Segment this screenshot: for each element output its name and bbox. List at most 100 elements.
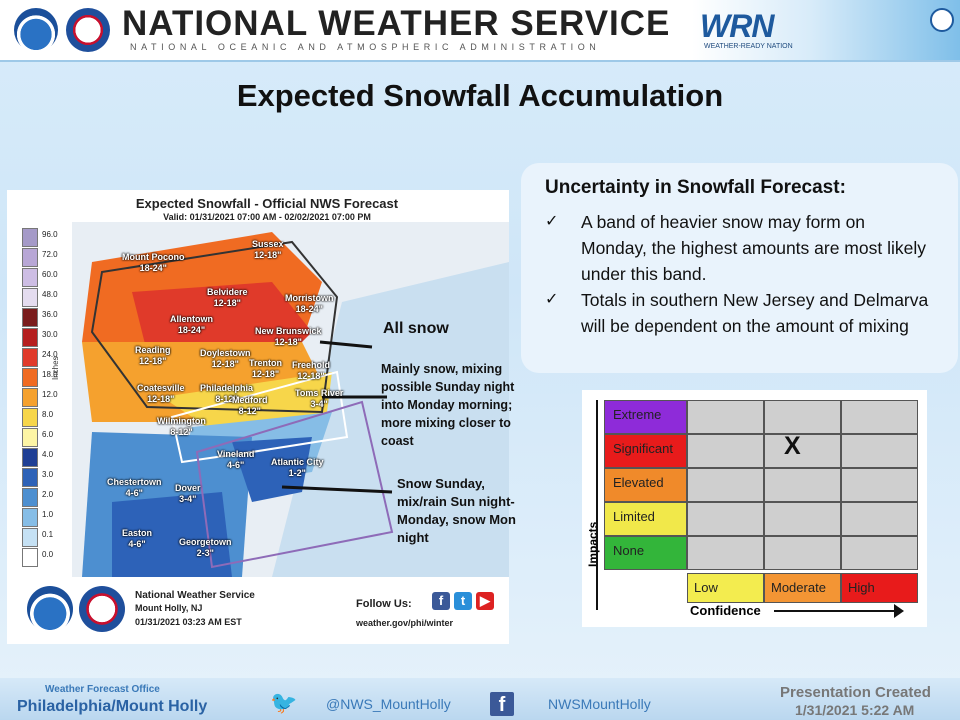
page-title: Expected Snowfall Accumulation — [236, 78, 724, 113]
legend-swatch — [22, 508, 38, 527]
legend-swatch — [22, 428, 38, 447]
wfo-label: Weather Forecast Office — [45, 684, 160, 695]
city-reading: Reading 12-18" — [135, 345, 171, 366]
map-valid-period: Valid: 01/31/2021 07:00 AM - 02/02/2021 … — [163, 212, 371, 222]
legend-label: 0.1 — [42, 530, 54, 539]
footer-office: National Weather Service — [135, 590, 255, 601]
twitter-icon[interactable]: t — [454, 592, 472, 610]
city-freehold: Freehold 12-18" — [292, 360, 331, 381]
agency-title: NATIONAL WEATHER SERVICE — [122, 4, 671, 43]
city-coatesville: Coatesville 12-18" — [137, 383, 185, 404]
city-morristown: Morristown 18-24" — [285, 293, 334, 314]
legend-swatch — [22, 488, 38, 507]
wrn-logo: WRN — [700, 8, 774, 44]
city-easton: Easton 4-6" — [122, 528, 153, 549]
legend-swatch — [22, 448, 38, 467]
risk-matrix: Extreme Significant Elevated Limited None Low… — [582, 390, 927, 627]
impact-level-elevated: Elevated — [604, 468, 687, 502]
footer-location: Mount Holly, NJ — [135, 603, 203, 613]
impacts-axis-line — [596, 400, 598, 610]
legend-swatch — [22, 288, 38, 307]
uncertainty-title: Uncertainty in Snowfall Forecast: — [545, 177, 846, 198]
confidence-axis-label: Confidence — [690, 603, 761, 618]
impact-level-significant: Significant — [604, 434, 687, 468]
legend-swatch — [22, 248, 38, 267]
city-allentown: Allentown 18-24" — [170, 314, 213, 335]
wrn-subtitle: WEATHER-READY NATION — [704, 43, 793, 50]
uncertainty-box: Uncertainty in Snowfall Forecast: ✓ A ba… — [521, 163, 958, 373]
twitter-icon[interactable]: 🐦 — [270, 690, 298, 715]
wfo-name: Philadelphia/Mount Holly — [17, 698, 208, 715]
matrix-cell — [687, 400, 764, 434]
legend-swatch — [22, 228, 38, 247]
agency-subtitle: NATIONAL OCEANIC AND ATMOSPHERIC ADMINIS… — [130, 42, 601, 52]
legend-swatch — [22, 388, 38, 407]
snowfall-map — [72, 222, 509, 577]
legend-label: 0.0 — [42, 550, 54, 559]
city-vineland: Vineland 4-6" — [217, 449, 255, 470]
legend-label: 48.0 — [42, 290, 58, 299]
confidence-level-high: High — [841, 573, 918, 603]
facebook-icon[interactable]: f — [432, 592, 450, 610]
confidence-level-low: Low — [687, 573, 764, 603]
wrn-panel: WRN WEATHER-READY NATION — [692, 0, 960, 60]
legend-label: 8.0 — [42, 410, 54, 419]
city-wilmington: Wilmington 8-12" — [157, 416, 206, 437]
city-belvidere: Belvidere 12-18" — [207, 287, 248, 308]
matrix-cell — [841, 536, 918, 570]
legend-label: 30.0 — [42, 330, 58, 339]
map-footer: National Weather Service Mount Holly, NJ… — [7, 578, 509, 644]
city-trenton: Trenton 12-18" — [249, 358, 282, 379]
presentation-date: 1/31/2021 5:22 AM — [795, 702, 915, 718]
city-mount-pocono: Mount Pocono 18-24" — [122, 252, 185, 273]
legend-label: 12.0 — [42, 390, 58, 399]
city-medford: Medford 8-12" — [232, 395, 268, 416]
facebook-icon[interactable]: f — [490, 692, 514, 716]
arrowhead-icon — [894, 604, 904, 618]
legend-label: 3.0 — [42, 470, 54, 479]
doc-seal-icon — [930, 8, 954, 32]
map-title: Expected Snowfall - Official NWS Forecas… — [135, 196, 399, 211]
map-shading — [72, 222, 509, 577]
legend-label: 72.0 — [42, 250, 58, 259]
legend-swatch — [22, 368, 38, 387]
facebook-handle[interactable]: NWSMountHolly — [548, 696, 651, 712]
confidence-level-moderate: Moderate — [764, 573, 841, 603]
twitter-handle[interactable]: @NWS_MountHolly — [326, 696, 451, 712]
legend-swatch — [22, 548, 38, 567]
matrix-cell — [764, 434, 841, 468]
uncertainty-item: ✓ A band of heavier snow may form on Mon… — [545, 209, 931, 287]
presentation-label: Presentation Created — [780, 684, 931, 701]
matrix-cell — [764, 468, 841, 502]
impact-level-limited: Limited — [604, 502, 687, 536]
youtube-icon[interactable]: ▶ — [476, 592, 494, 610]
city-chestertown: Chestertown 4-6" — [107, 477, 162, 498]
impact-level-extreme: Extreme — [604, 400, 687, 434]
bottom-bar: Weather Forecast Office Philadelphia/Mou… — [0, 678, 960, 720]
legend-swatch — [22, 268, 38, 287]
matrix-cell — [764, 400, 841, 434]
impact-level-none: None — [604, 536, 687, 570]
matrix-cell — [764, 502, 841, 536]
noaa-footer-logo — [27, 586, 73, 632]
matrix-cell — [687, 468, 764, 502]
noaa-logo — [14, 8, 58, 52]
matrix-cell — [841, 502, 918, 536]
city-atlantic-city: Atlantic City 1-2" — [271, 457, 324, 478]
legend-label: 24.0 — [42, 350, 58, 359]
arrow-all-snow — [319, 340, 373, 349]
matrix-cell — [687, 434, 764, 468]
city-doylestown: Doylestown 12-18" — [200, 348, 251, 369]
legend-unit: Inches — [51, 356, 60, 380]
snowfall-legend: 96.0 72.0 60.0 48.0 36.0 30.0 24.0 18.0 12.0 8.0 6… — [22, 228, 58, 568]
legend-label: 4.0 — [42, 450, 54, 459]
legend-swatch — [22, 348, 38, 367]
legend-label: 2.0 — [42, 490, 54, 499]
city-philadelphia: Philadelphia 8-12" — [200, 383, 254, 404]
legend-swatch — [22, 468, 38, 487]
legend-label: 96.0 — [42, 230, 58, 239]
footer-url[interactable]: weather.gov/phi/winter — [356, 618, 454, 628]
header-bar: NATIONAL WEATHER SERVICE NATIONAL OCEANI… — [0, 0, 960, 62]
legend-swatch — [22, 308, 38, 327]
confidence-arrow-icon — [774, 610, 899, 612]
